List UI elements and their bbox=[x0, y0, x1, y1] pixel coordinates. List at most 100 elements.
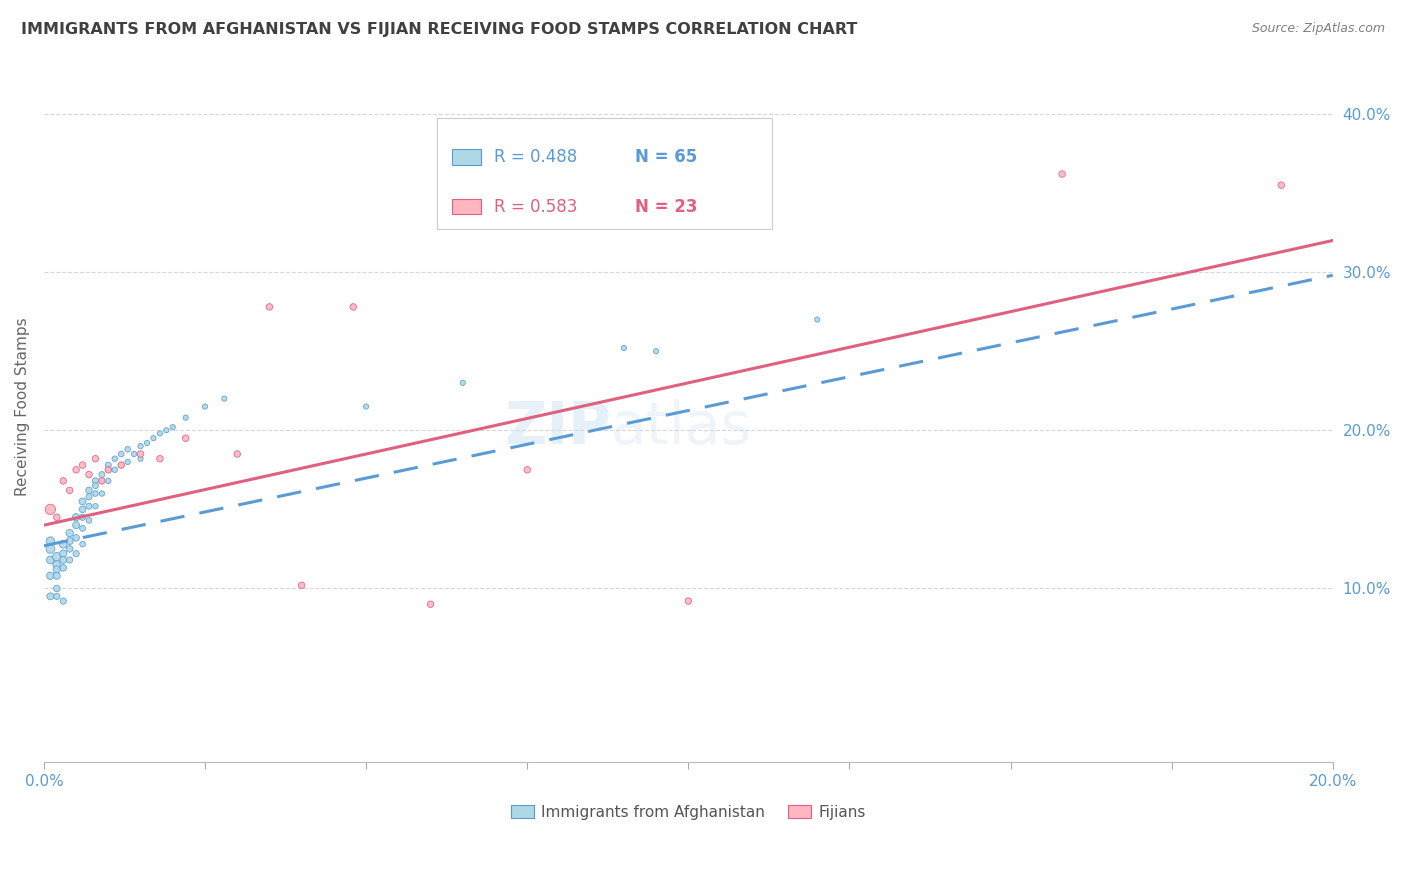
Point bbox=[117, 455, 139, 469]
Point bbox=[354, 400, 377, 414]
Point bbox=[110, 447, 132, 461]
Point bbox=[52, 561, 75, 575]
Point bbox=[84, 486, 107, 500]
Point bbox=[39, 553, 62, 567]
Point bbox=[84, 478, 107, 492]
Text: R = 0.488: R = 0.488 bbox=[494, 148, 576, 166]
Point bbox=[84, 474, 107, 488]
Text: ZIP: ZIP bbox=[505, 400, 612, 457]
Point bbox=[645, 344, 668, 359]
Point bbox=[45, 549, 67, 564]
Point bbox=[97, 458, 120, 472]
Point bbox=[419, 597, 441, 611]
Point bbox=[97, 463, 120, 477]
FancyBboxPatch shape bbox=[453, 199, 481, 214]
Point bbox=[104, 463, 127, 477]
Point bbox=[678, 594, 700, 608]
Text: atlas: atlas bbox=[612, 400, 752, 457]
Point bbox=[90, 474, 112, 488]
Point bbox=[174, 410, 197, 425]
Point bbox=[194, 400, 217, 414]
Point bbox=[149, 451, 172, 466]
Point bbox=[142, 431, 165, 445]
Point bbox=[806, 312, 828, 326]
Point bbox=[77, 513, 100, 527]
Point bbox=[39, 541, 62, 556]
Point bbox=[72, 537, 94, 551]
Point bbox=[97, 463, 120, 477]
FancyBboxPatch shape bbox=[453, 149, 481, 165]
Point bbox=[613, 341, 636, 355]
Point bbox=[59, 534, 82, 549]
Point bbox=[516, 463, 538, 477]
Point bbox=[291, 578, 314, 592]
Point bbox=[65, 510, 87, 524]
Point bbox=[45, 510, 67, 524]
Point bbox=[214, 392, 236, 406]
Point bbox=[97, 474, 120, 488]
Point bbox=[52, 537, 75, 551]
Point bbox=[65, 531, 87, 545]
Point bbox=[72, 510, 94, 524]
Point bbox=[162, 420, 184, 434]
Point bbox=[45, 582, 67, 596]
Point bbox=[45, 562, 67, 576]
Point bbox=[77, 499, 100, 513]
Point bbox=[110, 458, 132, 472]
Point bbox=[1270, 178, 1292, 193]
Point bbox=[84, 451, 107, 466]
Point bbox=[110, 458, 132, 472]
Point bbox=[259, 300, 281, 314]
Point bbox=[226, 447, 249, 461]
Point bbox=[155, 423, 177, 437]
Text: Source: ZipAtlas.com: Source: ZipAtlas.com bbox=[1251, 22, 1385, 36]
Point bbox=[117, 442, 139, 457]
Y-axis label: Receiving Food Stamps: Receiving Food Stamps bbox=[15, 318, 30, 496]
Point bbox=[129, 447, 152, 461]
Text: N = 23: N = 23 bbox=[636, 197, 697, 216]
Point bbox=[90, 467, 112, 482]
Point bbox=[122, 447, 145, 461]
Point bbox=[65, 518, 87, 533]
Point bbox=[45, 590, 67, 604]
Point bbox=[52, 547, 75, 561]
Point bbox=[72, 502, 94, 516]
Point bbox=[129, 439, 152, 453]
Point bbox=[451, 376, 474, 390]
Point bbox=[59, 553, 82, 567]
Point bbox=[77, 467, 100, 482]
Point bbox=[72, 521, 94, 535]
Point bbox=[39, 502, 62, 516]
Point bbox=[90, 474, 112, 488]
Legend: Immigrants from Afghanistan, Fijians: Immigrants from Afghanistan, Fijians bbox=[505, 798, 872, 826]
Point bbox=[72, 494, 94, 508]
Point bbox=[59, 483, 82, 498]
FancyBboxPatch shape bbox=[437, 119, 772, 228]
Point bbox=[342, 300, 364, 314]
Point bbox=[59, 526, 82, 541]
Point bbox=[59, 541, 82, 556]
Point bbox=[65, 463, 87, 477]
Point bbox=[77, 483, 100, 498]
Point bbox=[52, 553, 75, 567]
Text: IMMIGRANTS FROM AFGHANISTAN VS FIJIAN RECEIVING FOOD STAMPS CORRELATION CHART: IMMIGRANTS FROM AFGHANISTAN VS FIJIAN RE… bbox=[21, 22, 858, 37]
Point bbox=[65, 547, 87, 561]
Point bbox=[104, 451, 127, 466]
Point bbox=[45, 558, 67, 572]
Text: R = 0.583: R = 0.583 bbox=[494, 197, 576, 216]
Point bbox=[1050, 167, 1073, 181]
Point bbox=[129, 451, 152, 466]
Point bbox=[39, 569, 62, 583]
Point bbox=[174, 431, 197, 445]
Point bbox=[136, 436, 159, 450]
Point bbox=[90, 486, 112, 500]
Point bbox=[149, 426, 172, 441]
Point bbox=[52, 474, 75, 488]
Text: N = 65: N = 65 bbox=[636, 148, 697, 166]
Point bbox=[72, 458, 94, 472]
Point bbox=[84, 499, 107, 513]
Point bbox=[52, 594, 75, 608]
Point bbox=[45, 569, 67, 583]
Point bbox=[77, 490, 100, 504]
Point bbox=[39, 534, 62, 549]
